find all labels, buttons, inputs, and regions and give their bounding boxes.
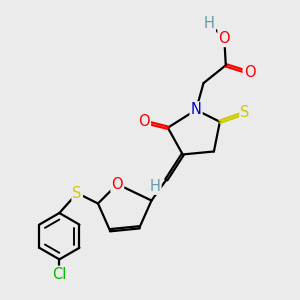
Text: O: O [244, 65, 255, 80]
Text: O: O [218, 31, 230, 46]
Text: H: H [204, 16, 215, 31]
Text: S: S [240, 105, 250, 120]
Text: N: N [190, 102, 202, 117]
Text: O: O [138, 114, 150, 129]
Text: Cl: Cl [52, 267, 67, 282]
Text: S: S [73, 186, 82, 201]
Text: H: H [150, 179, 160, 194]
Text: O: O [112, 177, 123, 192]
